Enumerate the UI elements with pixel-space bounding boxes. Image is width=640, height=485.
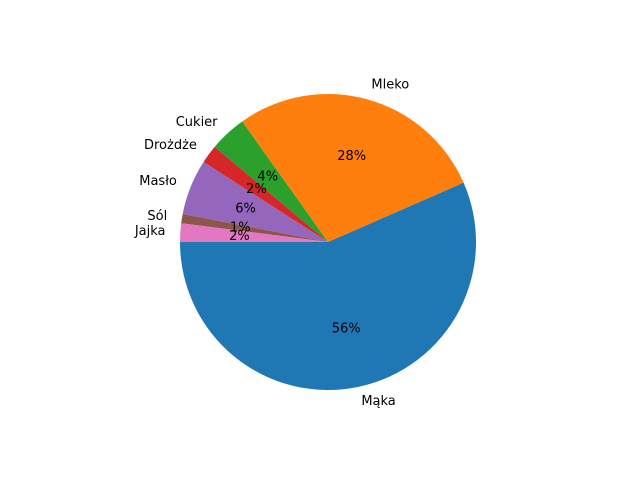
pie-slice-6 <box>180 223 328 242</box>
pie-category-label-1: Mleko <box>371 78 409 93</box>
pie-category-label-2: Cukier <box>176 115 218 130</box>
pie-percent-labels: 56%28%4%2%6%1%2% <box>229 149 366 337</box>
pie-category-label-0: Mąka <box>361 394 395 409</box>
pie-category-label-5: Sól <box>147 209 167 224</box>
pie-slices <box>180 94 476 390</box>
pie-category-label-3: Drożdże <box>144 138 197 153</box>
pie-percent-label-3: 2% <box>246 182 267 197</box>
pie-percent-label-6: 2% <box>229 229 250 244</box>
pie-percent-label-4: 6% <box>235 201 256 216</box>
pie-percent-label-0: 56% <box>332 321 361 336</box>
pie-category-label-4: Masło <box>139 174 177 189</box>
pie-slice-4 <box>182 161 328 242</box>
pie-category-label-6: Jajka <box>134 224 166 239</box>
pie-percent-label-1: 28% <box>337 149 366 164</box>
pie-percent-label-2: 4% <box>257 169 278 184</box>
pie-percent-label-5: 1% <box>230 220 251 235</box>
pie-slice-3 <box>203 146 328 242</box>
pie-slice-1 <box>242 94 464 242</box>
pie-slice-0 <box>180 182 476 390</box>
pie-slice-5 <box>181 213 328 242</box>
pie-slice-2 <box>214 121 328 242</box>
